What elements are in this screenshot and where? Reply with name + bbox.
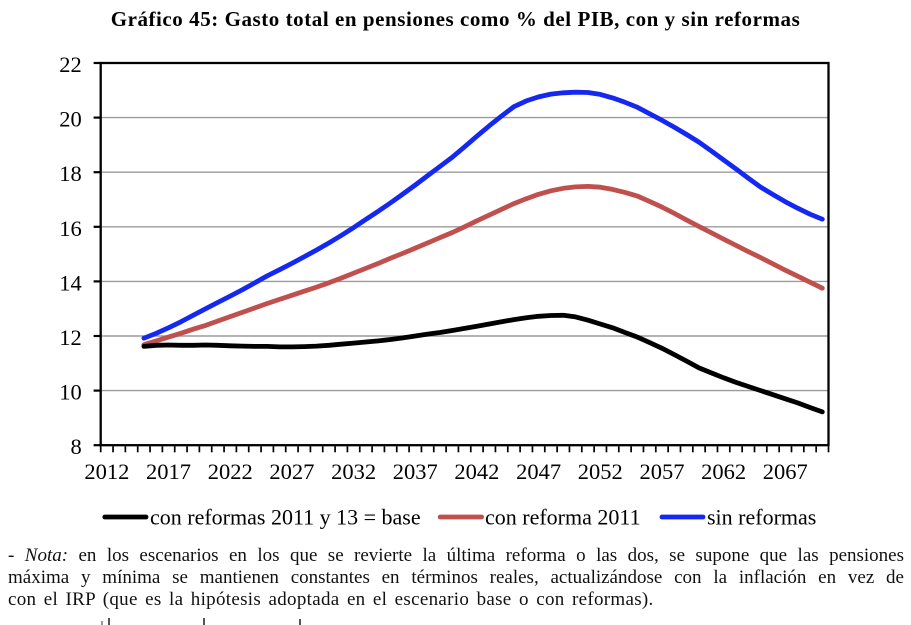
svg-text:14: 14	[59, 270, 82, 295]
svg-text:2042: 2042	[454, 459, 499, 484]
svg-text:18: 18	[59, 161, 82, 186]
svg-text:2057: 2057	[640, 459, 685, 484]
svg-text:2027: 2027	[269, 459, 314, 484]
svg-text:2052: 2052	[578, 459, 623, 484]
svg-text:2017: 2017	[146, 459, 191, 484]
svg-text:sin reformas: sin reformas	[707, 505, 816, 530]
svg-text:22: 22	[59, 52, 82, 77]
svg-text:12: 12	[59, 325, 82, 350]
svg-text:2037: 2037	[393, 459, 438, 484]
svg-text:10: 10	[59, 380, 82, 405]
svg-text:20: 20	[59, 107, 82, 132]
svg-text:con reformas 2011 y 13 = base: con reformas 2011 y 13 = base	[150, 505, 421, 530]
svg-text:8: 8	[71, 434, 82, 459]
svg-text:2012: 2012	[84, 459, 129, 484]
svg-text:2062: 2062	[701, 459, 746, 484]
svg-text:2022: 2022	[208, 459, 253, 484]
svg-text:con reforma 2011: con reforma 2011	[485, 505, 641, 530]
svg-text:2047: 2047	[516, 459, 561, 484]
svg-text:16: 16	[59, 216, 82, 241]
svg-text:2067: 2067	[763, 459, 808, 484]
svg-text:2032: 2032	[331, 459, 376, 484]
